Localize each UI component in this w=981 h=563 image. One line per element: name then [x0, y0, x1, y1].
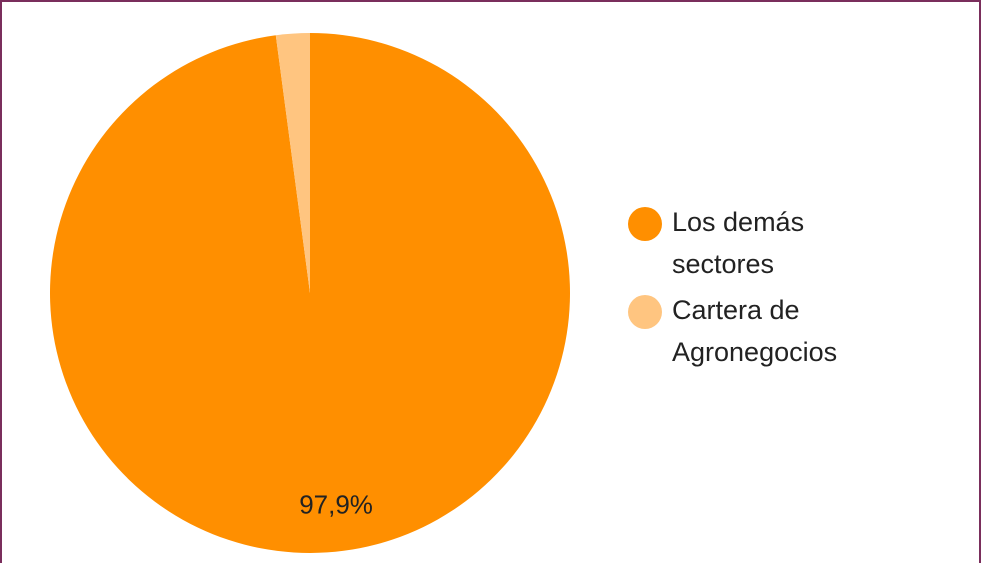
legend-label: Cartera de Agronegocios	[672, 295, 838, 367]
legend-swatch-icon	[628, 207, 662, 241]
pie-slice-cartera-de-agronegocios[interactable]	[275, 33, 310, 293]
legend-label: Los demás sectores	[672, 207, 805, 279]
data-label-los-demas-sectores: 97,9%	[299, 490, 373, 520]
legend-swatch-icon	[628, 295, 662, 329]
legend: Los demás sectores Cartera de Agronegoci…	[628, 205, 928, 381]
pie-slices	[50, 33, 571, 554]
pie-slice-los-demas-sectores[interactable]	[50, 33, 571, 554]
legend-item-cartera-de-agronegocios[interactable]: Cartera de Agronegocios	[628, 293, 928, 373]
legend-item-los-demas-sectores[interactable]: Los demás sectores	[628, 205, 928, 285]
